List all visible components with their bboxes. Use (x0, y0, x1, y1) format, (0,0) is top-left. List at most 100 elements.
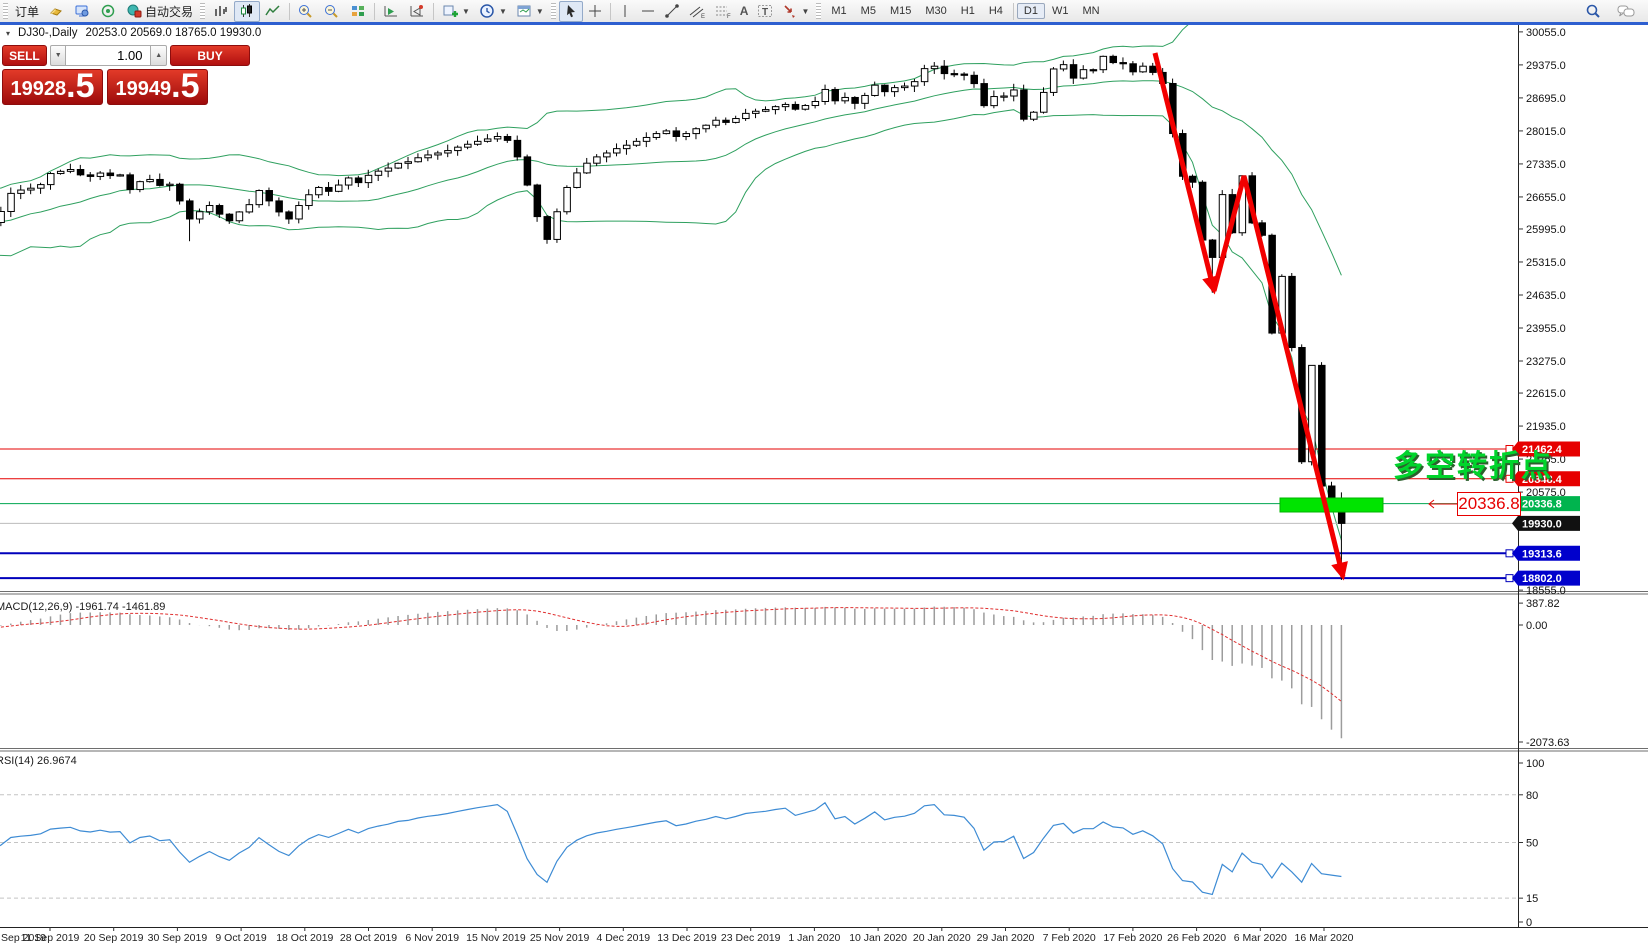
chat-icon[interactable] (1612, 1, 1640, 22)
trendline-tool[interactable] (660, 1, 684, 22)
chart-canvas[interactable]: 30055.0 29375.0 28695.0 28015.0 27335.0 26655… (0, 24, 1648, 946)
main-chart-panel[interactable] (0, 24, 1518, 583)
zoom-in-button[interactable] (293, 1, 319, 22)
templates-button[interactable]: ▼ (511, 1, 548, 22)
date-label: 30 Sep 2019 (148, 932, 208, 944)
candle-body (1040, 91, 1048, 113)
arrows-tool[interactable]: ▼ (778, 1, 813, 22)
market-watch-icon[interactable] (69, 1, 95, 22)
candle-body (712, 119, 720, 126)
rsi-tick-label: 50 (1526, 838, 1538, 850)
line-chart-button[interactable] (260, 1, 286, 22)
timeframe-h4[interactable]: H4 (988, 5, 1003, 17)
candle-body (1318, 364, 1326, 487)
volume-input[interactable] (66, 45, 151, 66)
signal-icon[interactable] (95, 1, 121, 22)
candle-body (1049, 68, 1058, 93)
candle-body (325, 186, 333, 192)
turning-point-annotation[interactable]: 多空转折点 (1393, 450, 1553, 483)
price-tick-label: 29375.0 (1526, 60, 1566, 72)
crosshair-tool-button[interactable] (583, 1, 607, 22)
sell-price-display[interactable]: 19928 .5 (2, 69, 103, 105)
chart-shift-button[interactable] (378, 1, 404, 22)
add-indicator-button[interactable]: ▼ (437, 1, 474, 22)
trend-arrow[interactable] (1211, 175, 1348, 581)
auto-scroll-button[interactable] (404, 1, 430, 22)
svg-text:E: E (701, 14, 705, 19)
horizontal-line-tool[interactable] (636, 1, 660, 22)
price-tick-label: 23955.0 (1526, 323, 1566, 335)
new-order-button[interactable]: 订单 (11, 1, 43, 22)
candle-body (603, 152, 611, 158)
zoom-out-button[interactable] (319, 1, 345, 22)
candle-body (1139, 65, 1147, 73)
macd-signal-line (0, 607, 1342, 702)
text-tool[interactable]: A (739, 4, 749, 18)
candle-body (543, 216, 552, 240)
timeframe-m15[interactable]: M15 (889, 5, 912, 17)
macd-panel[interactable] (0, 606, 1343, 739)
periods-button[interactable]: ▼ (474, 1, 511, 22)
candle-body (523, 156, 532, 186)
toolbar-grip[interactable] (816, 3, 822, 19)
price-tick-label: 28695.0 (1526, 93, 1566, 105)
macd-tick-label: 0.00 (1526, 620, 1547, 632)
timeframe-h1[interactable]: H1 (960, 5, 975, 17)
line-handle[interactable] (1505, 549, 1514, 558)
price-tick-label: 25315.0 (1526, 257, 1566, 269)
buy-price-display[interactable]: 19949 .5 (107, 69, 208, 105)
cursor-tool-button[interactable] (558, 0, 583, 22)
highlight-rectangle[interactable] (1279, 497, 1384, 513)
toolbar-grip[interactable] (200, 3, 206, 19)
candle-body (732, 118, 740, 123)
candle-body (642, 136, 651, 142)
candle-body (1149, 65, 1157, 73)
equidistant-channel-tool[interactable]: E (684, 1, 710, 22)
rsi-panel[interactable] (0, 794, 1518, 899)
main-toolbar: 订单 自动交易 ▼ ▼ (0, 0, 1648, 22)
autotrading-button[interactable]: 自动交易 (121, 1, 197, 22)
chevron-down-icon: ▼ (801, 6, 810, 16)
fibonacci-tool[interactable]: F (710, 1, 736, 22)
svg-text:F: F (727, 14, 731, 19)
candle-body (235, 211, 244, 222)
date-label: 9 Oct 2019 (215, 932, 267, 944)
sell-button[interactable]: SELL (2, 45, 47, 66)
chart-ohlc-values: 20253.0 20569.0 18765.0 19930.0 (85, 27, 262, 39)
line-handle[interactable] (1505, 574, 1514, 583)
candle-body (17, 189, 25, 194)
price-marker-label: 19313.6 (1522, 548, 1562, 560)
toolbar-grip[interactable] (550, 3, 556, 19)
volume-decrease-button[interactable]: ▼ (49, 45, 67, 66)
timeframe-m1[interactable]: M1 (831, 5, 847, 17)
candle-body (1079, 69, 1088, 79)
tile-windows-button[interactable] (345, 1, 371, 22)
timeframe-d1[interactable]: D1 (1016, 3, 1045, 19)
price-tick-label: 26655.0 (1526, 192, 1566, 204)
toolbar-accent-line (0, 22, 1648, 25)
vertical-line-tool[interactable] (614, 1, 636, 22)
date-label: 10 Jan 2020 (849, 932, 907, 944)
buy-button[interactable]: BUY (170, 45, 250, 66)
candle-body (265, 190, 273, 202)
candlestick-chart-button[interactable] (234, 0, 261, 22)
timeframe-m30[interactable]: M30 (925, 5, 947, 17)
macd-histogram (0, 606, 1343, 739)
volume-increase-button[interactable]: ▲ (150, 45, 168, 66)
timeframe-m5[interactable]: M5 (860, 5, 876, 17)
search-icon[interactable] (1580, 1, 1606, 22)
candle-body (364, 174, 373, 184)
candle-body (821, 88, 830, 102)
trend-arrow[interactable] (1152, 52, 1219, 295)
candle-body (255, 190, 264, 206)
candle-body (652, 133, 661, 138)
text-label-tool[interactable]: T (752, 1, 778, 22)
timeframe-w1[interactable]: W1 (1051, 5, 1069, 17)
bar-chart-button[interactable] (208, 1, 234, 22)
gold-icon[interactable] (43, 1, 69, 22)
price-callout-box[interactable]: 20336.8 (1457, 492, 1521, 516)
timeframe-mn[interactable]: MN (1082, 5, 1100, 17)
toolbar-grip[interactable] (3, 3, 8, 19)
date-label: 4 Dec 2019 (596, 932, 650, 944)
